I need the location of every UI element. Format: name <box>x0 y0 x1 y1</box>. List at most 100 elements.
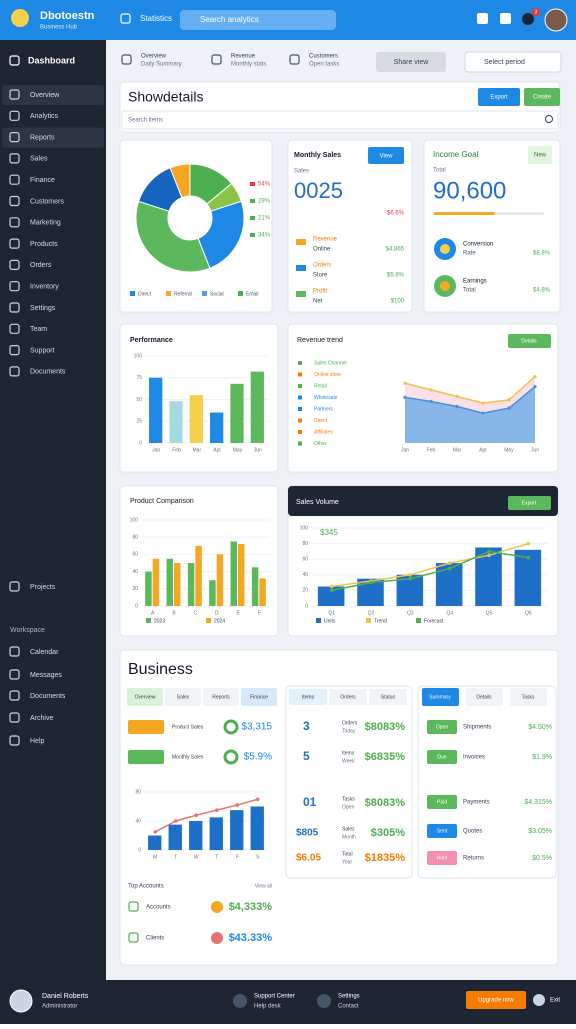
row-lead: $805 <box>296 828 319 839</box>
footer-link[interactable]: Support Center <box>254 994 295 1000</box>
menu-item[interactable]: Archive <box>30 715 53 722</box>
tab[interactable] <box>422 688 459 706</box>
menu-item[interactable]: Analytics <box>30 113 59 120</box>
header-button[interactable] <box>477 13 488 24</box>
badge-label: New <box>534 153 547 159</box>
tab-label: Orders <box>340 694 356 700</box>
line-point <box>173 819 178 823</box>
menu-item[interactable]: Help <box>30 738 45 745</box>
tab[interactable] <box>241 688 277 706</box>
menu-item[interactable]: Inventory <box>30 284 59 291</box>
legend-label: Referral <box>174 291 192 297</box>
menu-item[interactable]: Marketing <box>30 220 61 227</box>
menu-item[interactable]: Documents <box>30 369 66 376</box>
menu-item[interactable]: Orders <box>30 262 52 269</box>
tab[interactable] <box>165 688 201 706</box>
line-point <box>526 541 531 546</box>
menu-item[interactable]: Messages <box>30 672 62 679</box>
avatar[interactable] <box>544 8 568 32</box>
menu-item[interactable]: Support <box>30 347 55 354</box>
row-value: $5.8% <box>387 273 405 279</box>
list-link[interactable]: View all <box>255 883 272 889</box>
y-tick-label: 50 <box>136 397 142 403</box>
row-tag[interactable] <box>427 720 457 734</box>
row-label: Items <box>342 750 355 756</box>
toolbar-tab[interactable]: Revenue <box>231 54 256 60</box>
row-icon <box>296 291 306 297</box>
nav-label[interactable]: Statistics <box>140 14 172 23</box>
button-label: Export <box>490 95 508 101</box>
kpi-delta: $6.6% <box>387 211 405 217</box>
legend-swatch <box>146 618 151 623</box>
menu-item[interactable]: Sales <box>30 156 48 163</box>
toolbar-tab[interactable]: Overview <box>141 54 167 60</box>
menu-item[interactable]: Finance <box>30 177 55 184</box>
details-button[interactable] <box>508 334 551 348</box>
search-input[interactable] <box>121 110 559 130</box>
notification-icon[interactable] <box>522 13 534 25</box>
y-tick-label: 20 <box>302 588 308 594</box>
tab[interactable] <box>329 689 367 705</box>
menu-item[interactable]: Documents <box>30 693 66 700</box>
header-button[interactable] <box>500 13 511 24</box>
row-tag[interactable] <box>427 851 457 865</box>
y-tick-label: 60 <box>132 552 138 558</box>
y-tick-label: 100 <box>130 517 139 523</box>
line-point <box>533 384 537 389</box>
export-button[interactable] <box>478 88 520 106</box>
tab[interactable] <box>510 688 547 706</box>
tab[interactable] <box>203 688 239 706</box>
button-label: Upgrade now <box>478 998 514 1004</box>
list-icon <box>128 901 139 912</box>
exit-icon[interactable] <box>533 994 545 1006</box>
pie-slice <box>135 200 211 273</box>
x-tick-label: Feb <box>427 447 436 453</box>
menu-item[interactable]: Products <box>30 241 58 248</box>
tab[interactable] <box>369 689 407 705</box>
notification-dot <box>532 8 540 16</box>
menu-icon <box>9 345 20 356</box>
view-button[interactable] <box>368 147 404 164</box>
row-tag[interactable] <box>427 750 457 764</box>
menu-item[interactable]: Calendar <box>30 649 59 656</box>
y-tick-label: 0 <box>139 440 142 446</box>
row-label: Orders <box>313 263 331 269</box>
menu-item[interactable]: Reports <box>30 134 55 141</box>
export-button[interactable] <box>508 496 551 510</box>
line-point <box>455 404 459 409</box>
menu-item[interactable]: Customers <box>30 198 64 205</box>
line-point <box>455 394 459 399</box>
row-label: Orders <box>342 720 358 726</box>
toolbar-tab[interactable]: Customers <box>309 54 338 60</box>
menu-icon <box>9 690 20 701</box>
footer-icon <box>317 994 331 1008</box>
tab[interactable] <box>127 688 163 706</box>
menu-item[interactable]: Projects <box>30 584 56 591</box>
menu-item[interactable]: Team <box>30 326 47 333</box>
row-tag[interactable] <box>427 795 457 809</box>
menu-icon <box>9 259 20 270</box>
tab[interactable] <box>466 688 503 706</box>
menu-item[interactable]: Overview <box>30 92 60 99</box>
menu-icon <box>9 302 20 313</box>
upgrade-button[interactable] <box>466 991 526 1009</box>
row-tag[interactable] <box>427 824 457 838</box>
line-point <box>447 566 452 571</box>
tab[interactable] <box>289 689 327 705</box>
x-tick-label: M <box>153 854 157 860</box>
menu-item[interactable]: Settings <box>30 305 56 312</box>
footer-link[interactable]: Settings <box>338 994 360 1000</box>
search-input-placeholder: Search items <box>128 118 163 124</box>
note-marker <box>298 441 302 446</box>
bar <box>145 571 152 606</box>
search-box[interactable] <box>180 10 336 30</box>
menu-icon <box>9 366 20 377</box>
period-select[interactable] <box>464 51 562 73</box>
exit-label[interactable]: Exit <box>550 998 560 1004</box>
share-button[interactable] <box>376 52 446 72</box>
footer-icon <box>233 994 247 1008</box>
row-lead: 5 <box>303 749 310 763</box>
create-button[interactable] <box>524 88 560 106</box>
tab-label: Summary <box>429 694 451 700</box>
